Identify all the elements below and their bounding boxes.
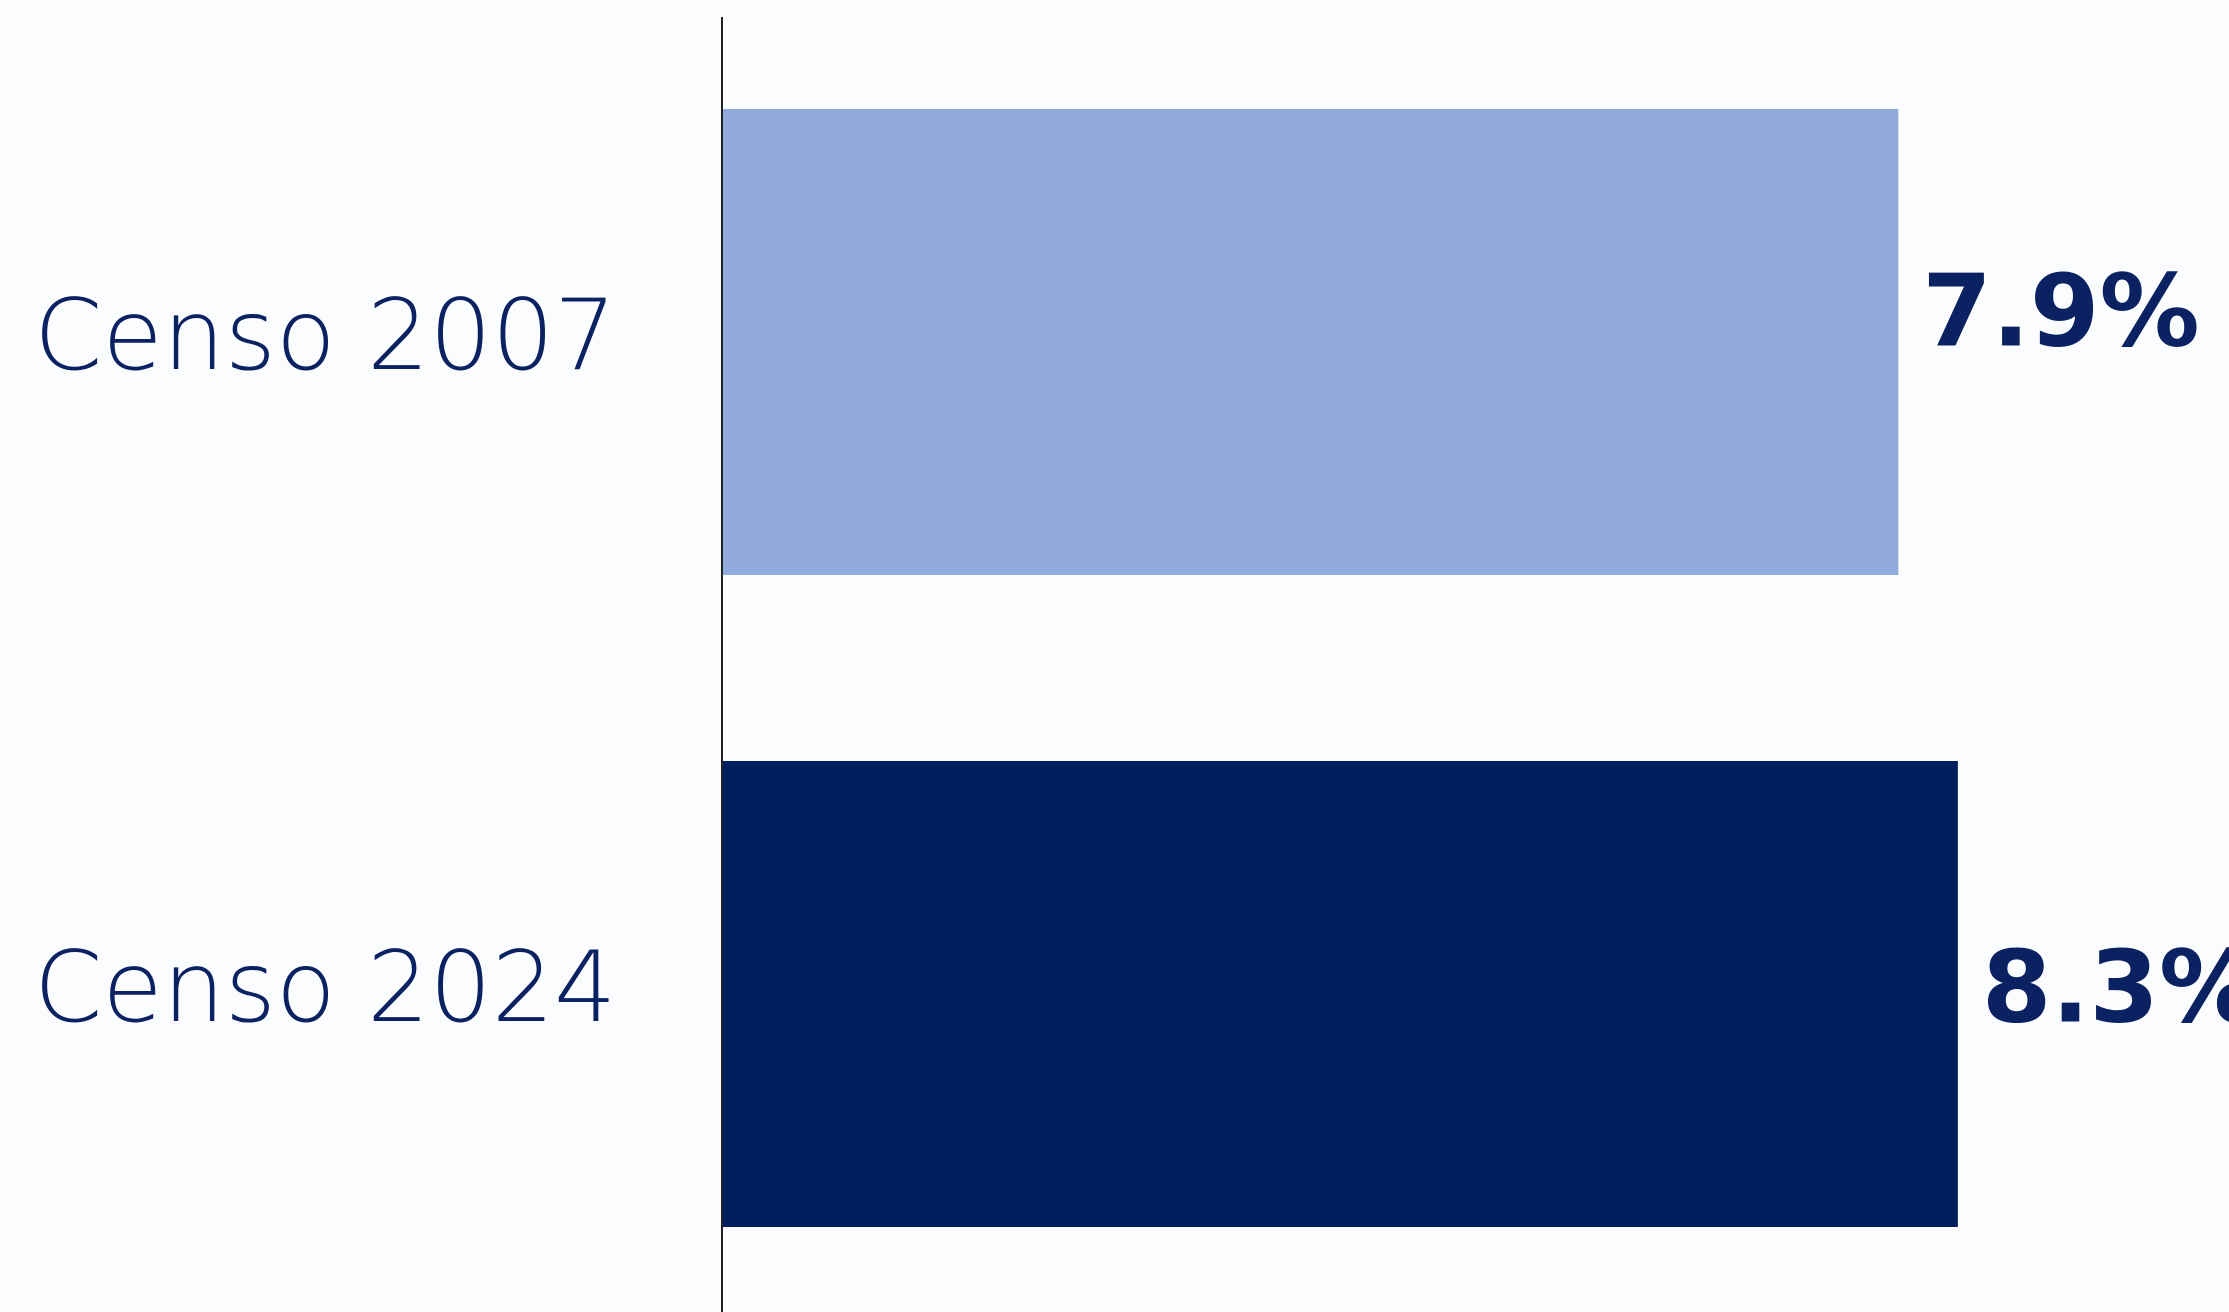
category-label: Censo 2024 xyxy=(34,931,616,1045)
category-label: Censo 2007 xyxy=(34,279,616,393)
bar xyxy=(722,761,1958,1227)
bar xyxy=(722,109,1899,575)
value-label: 7.9% xyxy=(1922,252,2199,369)
value-label: 8.3% xyxy=(1982,928,2229,1045)
